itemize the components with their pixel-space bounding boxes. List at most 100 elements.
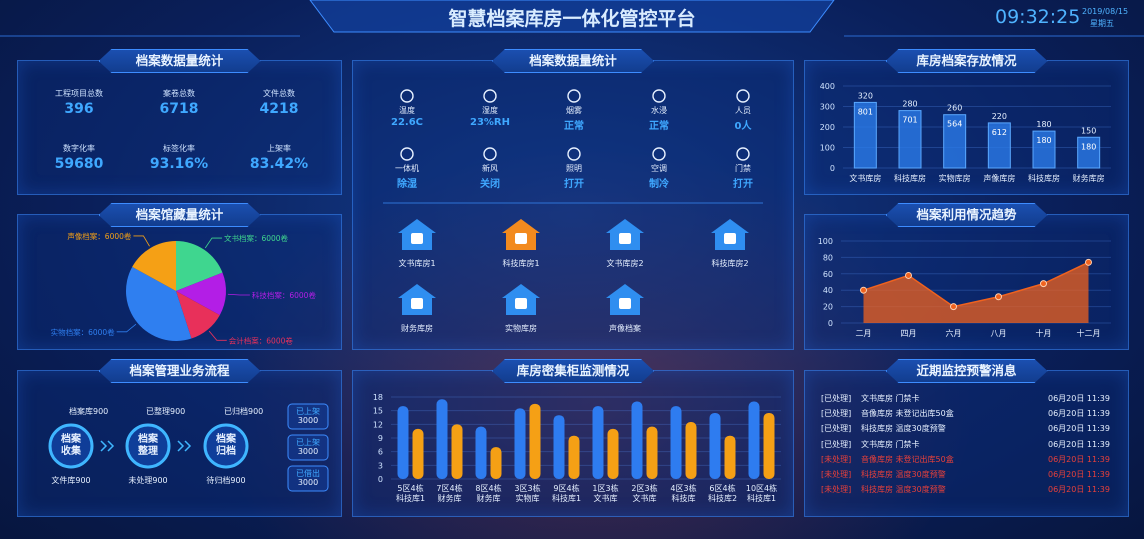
stat-label: 上架率 <box>267 144 291 153</box>
alert-text: 音像库房 未登记出库50盒 <box>861 454 954 464</box>
bar <box>451 424 463 479</box>
x-tick-label: 9区4栋 <box>553 483 579 493</box>
counter-label: 已上架 <box>296 407 320 416</box>
bar <box>943 114 967 169</box>
bar <box>748 401 760 479</box>
sensor-icon <box>483 89 497 103</box>
counter-value: 3000 <box>297 416 319 425</box>
leader-line <box>204 237 222 249</box>
bar <box>490 447 502 479</box>
sensor-icon <box>567 89 581 103</box>
sensor-label: 湿度 <box>482 106 498 115</box>
value-label: 320 <box>858 91 873 100</box>
step-ring <box>48 423 94 469</box>
stat-label: 标签化率 <box>163 144 195 153</box>
stats-panel: 档案数据量统计 工程项目总数 396 案卷总数 6718 文件总数 4218 数字化率 5968… <box>17 49 342 195</box>
panel-title: 档案数据量统计 <box>98 49 261 73</box>
slice-label: 科技档案：6000卷 <box>252 290 317 300</box>
room-icon-glyph <box>619 233 631 244</box>
value-label: 280 <box>902 100 917 109</box>
x-tick-label: 科技库2 <box>708 493 737 503</box>
slice-label: 文书档案：6000卷 <box>224 233 289 243</box>
y-tick-label: 0 <box>830 164 835 173</box>
y-tick-label: 20 <box>823 303 833 312</box>
stat-label: 工程项目总数 <box>55 89 103 98</box>
x-tick-label: 财务库房 <box>1073 173 1105 183</box>
alert-text: 文书库房 门禁卡 <box>861 439 920 449</box>
sensor-label: 空调 <box>651 164 667 173</box>
stat-value: 4218 <box>259 101 299 117</box>
leader-line <box>208 330 227 341</box>
room-icon-glyph <box>411 298 423 309</box>
date: 2019/08/15 <box>1082 7 1129 16</box>
bar <box>646 426 658 479</box>
step-ring <box>203 423 249 469</box>
y-tick-label: 300 <box>820 103 835 112</box>
x-tick-label: 6区4栋 <box>709 483 735 493</box>
y-tick-label: 60 <box>823 270 833 279</box>
pie-panel: 档案馆藏量统计 文书档案：6000卷 科技档案：6000卷 会计档案：6000卷 实物档… <box>17 203 342 350</box>
step-arrow <box>100 440 115 452</box>
sensor-value: 打开 <box>564 179 584 190</box>
x-tick-label: 文书库 <box>633 493 657 503</box>
chart: 03691215185区4栋科技库17区4栋财务库8区4栋财务库3区3栋实物库9… <box>373 393 781 503</box>
slice-label: 会计档案：6000卷 <box>229 335 294 345</box>
bar <box>514 408 526 479</box>
bar <box>568 435 580 479</box>
sensor-icon <box>736 147 750 161</box>
bar <box>1032 130 1056 169</box>
alert-text: 文书库房 门禁卡 <box>861 394 920 403</box>
x-tick-label: 2区3栋 <box>631 483 657 493</box>
weekday: 星期五 <box>1090 19 1114 28</box>
alert-status: [已处理] <box>821 409 852 419</box>
sensor-value: 除湿 <box>397 179 417 190</box>
room-label: 文书库房1 <box>398 259 436 268</box>
sensor-label: 水浸 <box>651 106 667 115</box>
bar <box>631 401 643 479</box>
room-label: 声像档案 <box>609 324 641 333</box>
alert-text: 音像库房 未登记出库50盒 <box>861 409 954 419</box>
x-tick-label: 10区4栋 <box>746 483 777 493</box>
bar <box>685 422 697 479</box>
sensor-label: 温度 <box>399 106 415 115</box>
step-arrow <box>177 440 192 452</box>
leader-line <box>116 323 137 333</box>
x-tick-label: 科技库 <box>672 493 696 503</box>
x-tick-label: 二月 <box>856 329 872 338</box>
y-tick-label: 100 <box>818 237 833 246</box>
page-title: 智慧档案库房一体化管控平台 <box>448 8 696 30</box>
step-ring <box>125 423 171 469</box>
trend-panel: 档案利用情况趋势 0 20 40 60 80 100 二月 四月 六月 八月 十月 十二月 <box>804 203 1129 350</box>
sensor-label: 门禁 <box>735 164 751 173</box>
sensor-label: 照明 <box>566 164 582 173</box>
alert-text: 科技库房 温度30度预警 <box>861 424 946 434</box>
pie-slice <box>176 272 227 316</box>
pie-slice <box>176 241 223 291</box>
x-tick-label: 科技库房 <box>1028 173 1060 183</box>
value-label: 180 <box>1036 120 1051 129</box>
sensor-label: 烟雾 <box>566 106 582 115</box>
bar <box>670 406 682 479</box>
step-bottom: 未处理900 <box>128 476 168 485</box>
sensor-value: 23%RH <box>469 117 510 128</box>
sensor-icon <box>400 147 414 161</box>
alert-time: 06月20日 11:39 <box>1048 470 1110 479</box>
sensor-label: 一体机 <box>395 164 419 173</box>
inner-label: 612 <box>992 128 1007 137</box>
env-panel: 档案数据量统计 温度 22.6C 湿度 23%RH 烟雾 正常 水浸 正常 人员 0人 一体机 除湿 新风… <box>352 49 794 350</box>
bar <box>1077 136 1101 169</box>
step-bottom: 文件库900 <box>51 476 91 485</box>
chart <box>48 403 329 492</box>
point <box>1040 280 1047 288</box>
point <box>950 303 957 311</box>
sensor-value: 22.6C <box>390 117 423 128</box>
alert-status: [已处理] <box>821 424 852 434</box>
y-tick-label: 80 <box>823 253 833 262</box>
sensor-icon <box>736 89 750 103</box>
process-panel: 档案管理业务流程 档案收集 档案库900 文件库900 档案整理 已整理900 未处理900… <box>17 359 342 517</box>
point <box>905 271 912 279</box>
panel-title: 档案数据量统计 <box>492 49 654 73</box>
sensor-value: 打开 <box>733 179 753 190</box>
x-tick-label: 4区3栋 <box>670 483 696 493</box>
x-tick-label: 1区3栋 <box>592 483 618 493</box>
